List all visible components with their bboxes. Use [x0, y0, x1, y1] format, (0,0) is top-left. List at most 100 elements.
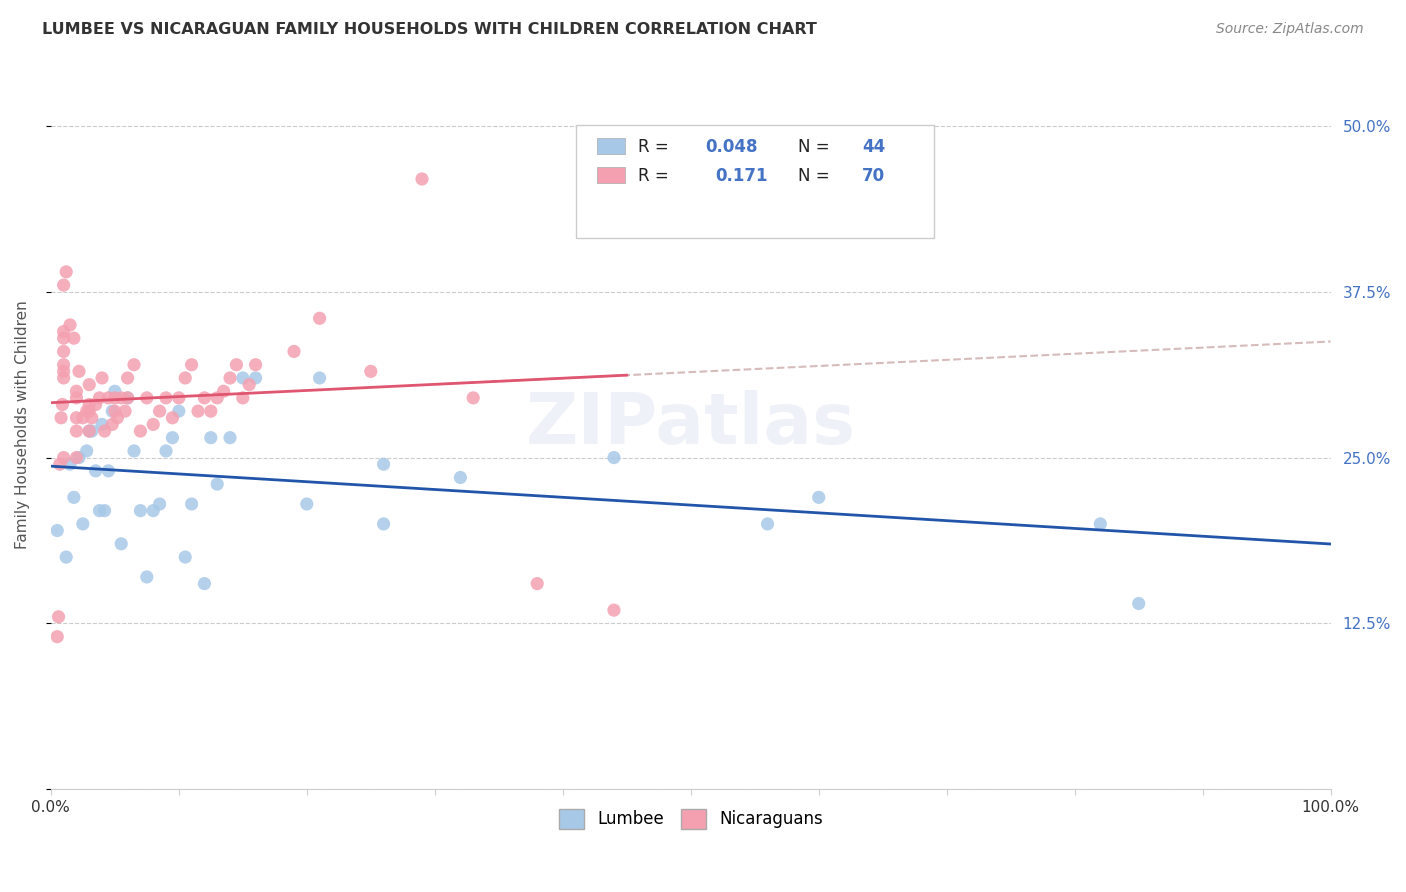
Point: [180, 497, 202, 511]
Point: [52, 364, 75, 378]
Point: [117, 391, 139, 405]
Legend: Lumbee, Nicaraguans: Lumbee, Nicaraguans: [553, 802, 830, 836]
Point: [603, 603, 626, 617]
Point: [245, 371, 267, 385]
Point: [49, 457, 72, 471]
Y-axis label: Family Households with Children: Family Households with Children: [15, 300, 30, 549]
Point: [91, 371, 114, 385]
Point: [526, 576, 548, 591]
Point: [807, 491, 830, 505]
Text: R =: R =: [638, 137, 675, 156]
Point: [63, 491, 86, 505]
Point: [52, 278, 75, 293]
Point: [55, 265, 77, 279]
Point: [48, 609, 70, 624]
Point: [232, 391, 254, 405]
Point: [174, 550, 197, 565]
Point: [63, 331, 86, 345]
Point: [122, 444, 145, 458]
Point: [46, 524, 69, 538]
Point: [193, 576, 215, 591]
Point: [187, 404, 209, 418]
Point: [65, 391, 87, 405]
Point: [167, 404, 190, 418]
Point: [155, 444, 177, 458]
Point: [232, 371, 254, 385]
Point: [129, 424, 152, 438]
Point: [603, 450, 626, 465]
Point: [180, 358, 202, 372]
Point: [200, 404, 222, 418]
Point: [167, 391, 190, 405]
Text: N =: N =: [799, 137, 835, 156]
Point: [162, 410, 184, 425]
Point: [52, 371, 75, 385]
Point: [193, 391, 215, 405]
Text: 0.171: 0.171: [716, 167, 768, 185]
Point: [84, 397, 107, 411]
Point: [135, 391, 157, 405]
Point: [77, 424, 100, 438]
Point: [65, 450, 87, 465]
Point: [52, 358, 75, 372]
Point: [155, 391, 177, 405]
Point: [77, 404, 100, 418]
Point: [174, 371, 197, 385]
Point: [72, 410, 94, 425]
Point: [91, 417, 114, 432]
Point: [77, 377, 100, 392]
Point: [117, 391, 139, 405]
Point: [449, 470, 471, 484]
Point: [65, 410, 87, 425]
Text: 0.048: 0.048: [704, 137, 758, 156]
Point: [51, 397, 73, 411]
Point: [219, 371, 242, 385]
Point: [200, 431, 222, 445]
Point: [212, 384, 235, 399]
Text: R =: R =: [638, 167, 679, 185]
Point: [52, 450, 75, 465]
Point: [52, 325, 75, 339]
Point: [129, 503, 152, 517]
Point: [84, 464, 107, 478]
Point: [308, 311, 330, 326]
Text: Source: ZipAtlas.com: Source: ZipAtlas.com: [1216, 22, 1364, 37]
Point: [52, 344, 75, 359]
Point: [149, 404, 172, 418]
Text: 70: 70: [862, 167, 886, 185]
Point: [89, 503, 111, 517]
Point: [205, 391, 228, 405]
Point: [225, 358, 247, 372]
Point: [1128, 597, 1150, 611]
Point: [80, 424, 103, 438]
Point: [46, 630, 69, 644]
Text: 44: 44: [862, 137, 886, 156]
Point: [756, 516, 779, 531]
Point: [110, 537, 132, 551]
Point: [101, 404, 124, 418]
Point: [72, 516, 94, 531]
Point: [67, 450, 90, 465]
Point: [295, 497, 318, 511]
Point: [122, 358, 145, 372]
Point: [1090, 516, 1112, 531]
Point: [89, 391, 111, 405]
Point: [679, 178, 702, 193]
Point: [245, 358, 267, 372]
Point: [149, 497, 172, 511]
Point: [80, 410, 103, 425]
Point: [97, 464, 120, 478]
Point: [142, 417, 165, 432]
Point: [142, 503, 165, 517]
Point: [135, 570, 157, 584]
Point: [110, 391, 132, 405]
Point: [283, 344, 305, 359]
Point: [93, 424, 115, 438]
Point: [373, 457, 395, 471]
Point: [59, 457, 82, 471]
Point: [104, 391, 127, 405]
Point: [93, 503, 115, 517]
Point: [238, 377, 260, 392]
Point: [373, 516, 395, 531]
Point: [101, 417, 124, 432]
